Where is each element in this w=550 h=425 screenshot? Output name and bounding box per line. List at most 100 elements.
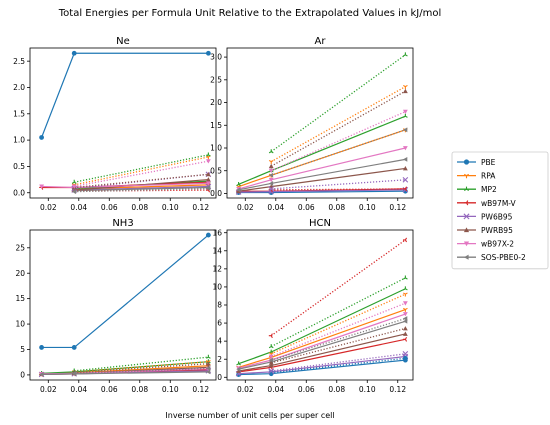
data-point-ar-pwrb95 bbox=[402, 88, 408, 94]
series-line-nh3-rpa-dotted bbox=[74, 361, 209, 373]
legend-marker-pbe bbox=[463, 159, 470, 165]
data-point-hcn-rpa bbox=[403, 307, 408, 312]
x-tick-label-hcn: 0.10 bbox=[359, 385, 376, 394]
legend-marker-sos-pbe0-2 bbox=[463, 254, 469, 260]
data-point-hcn-pw6b95 bbox=[402, 351, 409, 357]
x-tick-label-nh3: 0.06 bbox=[101, 385, 118, 394]
legend-label-wb97m-v: wB97M-V bbox=[481, 199, 517, 208]
subplot-nh3: NH3 0.02 0.04 0.06 0.08 0.10 0.12 0 5 10 15 20 25 bbox=[15, 218, 217, 394]
subplot-title-ne: Ne bbox=[116, 36, 130, 47]
series-line-ne-sos-pbe0-2-dotted bbox=[74, 187, 209, 193]
data-point-ar-mp2 bbox=[268, 149, 274, 154]
data-point-ar-pwrb95 bbox=[402, 166, 408, 171]
data-point-ar-sos-pbe0-2 bbox=[268, 181, 274, 186]
series-line-hcn-wb97x-2-dotted bbox=[270, 302, 406, 358]
data-point-hcn-pwrb95 bbox=[268, 360, 274, 365]
series-line-hcn-sos-pbe0-2-dotted bbox=[271, 317, 406, 361]
data-point-ar-pw6b95 bbox=[268, 186, 275, 192]
y-tick-label-hcn: 6 bbox=[217, 319, 222, 328]
x-tick-label-ar: 0.04 bbox=[267, 203, 284, 212]
subplot-title-hcn: HCN bbox=[309, 218, 331, 229]
y-tick-label-hcn: 0 bbox=[217, 373, 222, 382]
data-point-hcn-mp2 bbox=[236, 361, 241, 366]
subplot-ne: Ne 0.02 0.04 0.06 0.08 0.10 0.12 0.0 0.5 1.0 1.5 2.… bbox=[13, 36, 217, 212]
x-tick-label-ar: 0.10 bbox=[359, 203, 376, 212]
data-point-hcn-pwrb95 bbox=[402, 326, 408, 331]
y-tick-label-hcn: 10 bbox=[212, 283, 222, 292]
subplot-title-nh3: NH3 bbox=[112, 218, 133, 229]
data-point-hcn-pwrb95 bbox=[402, 331, 408, 336]
y-tick-label-hcn: 4 bbox=[217, 337, 222, 346]
series-line-ne-pw6b95-solid bbox=[74, 185, 209, 191]
data-point-ar-wb97m-v bbox=[402, 186, 408, 192]
data-point-ar-sos-pbe0-2 bbox=[236, 187, 241, 193]
data-point-ne-pbe bbox=[71, 50, 77, 56]
data-point-ar-wb97x-2 bbox=[402, 109, 408, 115]
series-line-ar-pwrb95-dotted bbox=[270, 90, 406, 167]
data-point-ne-sos-pbe0-2 bbox=[205, 186, 211, 191]
series-line-hcn-rpa-dotted bbox=[270, 293, 406, 355]
x-tick-label-hcn: 0.06 bbox=[298, 385, 315, 394]
series-line-ar-sos-pbe0-2-solid bbox=[238, 158, 406, 191]
data-point-ar-wb97x-2 bbox=[268, 168, 274, 174]
y-tick-label-nh3: 20 bbox=[15, 269, 25, 278]
y-tick-label-ar: 1.0 bbox=[210, 144, 222, 153]
data-point-hcn-pbe bbox=[402, 355, 408, 361]
series-line-ne-mp2-dotted bbox=[74, 154, 209, 183]
x-tick-label-ne: 0.08 bbox=[131, 203, 148, 212]
legend-marker-wb97x-2 bbox=[463, 241, 470, 247]
data-point-hcn-wb97x-2 bbox=[402, 312, 408, 317]
series-line-hcn-pwrb95-dotted bbox=[271, 327, 406, 364]
series-line-ar-mp2-dotted bbox=[270, 54, 406, 153]
x-tick-label-ar: 0.12 bbox=[389, 203, 406, 212]
legend-label-wb97x-2: wB97X-2 bbox=[481, 240, 514, 249]
y-tick-label-ne: 2.0 bbox=[13, 83, 25, 92]
y-tick-label-ne: 1.5 bbox=[13, 109, 25, 118]
x-tick-label-ne: 0.10 bbox=[162, 203, 179, 212]
data-point-ne-wb97x-2 bbox=[39, 184, 44, 189]
y-tick-label-nh3: 0 bbox=[20, 371, 25, 380]
legend-label-pw6b95: PW6B95 bbox=[481, 212, 513, 221]
legend-entry-pw6b95: PW6B95 bbox=[457, 212, 513, 221]
x-tick-label-ne: 0.12 bbox=[192, 203, 209, 212]
data-point-ar-sos-pbe0-2 bbox=[402, 127, 408, 133]
data-point-ar-wb97x-2 bbox=[268, 177, 274, 183]
data-point-ar-pw6b95 bbox=[402, 177, 409, 183]
x-tick-label-nh3: 0.02 bbox=[40, 385, 57, 394]
data-point-nh3-sos-pbe0-2 bbox=[205, 365, 211, 371]
x-tick-label-ne: 0.06 bbox=[101, 203, 118, 212]
data-point-ar-sos-pbe0-2 bbox=[402, 156, 408, 162]
y-tick-label-hcn: 12 bbox=[212, 264, 222, 273]
data-point-ne-pwrb95 bbox=[205, 177, 211, 182]
axes-frame-ar bbox=[226, 47, 414, 199]
series-line-nh3-pwrb95-dotted bbox=[74, 363, 209, 374]
data-point-hcn-wb97m-v bbox=[402, 237, 408, 243]
data-point-hcn-wb97m-v bbox=[402, 336, 408, 342]
data-point-ne-pbe bbox=[39, 135, 44, 140]
data-point-ne-pbe bbox=[205, 50, 211, 56]
subplot-hcn: HCN 0.02 0.04 0.06 0.08 0.10 0.12 0 2 4 6 8 10 12 14 16 bbox=[212, 218, 414, 394]
subplot-title-ar: Ar bbox=[315, 36, 327, 47]
data-point-ne-wb97x-2 bbox=[205, 159, 211, 164]
legend-marker-pw6b95 bbox=[463, 213, 470, 220]
x-tick-label-nh3: 0.10 bbox=[162, 385, 179, 394]
data-point-ar-rpa bbox=[268, 159, 274, 165]
y-tick-label-ar: 2.5 bbox=[210, 75, 222, 84]
legend-entry-wb97m-v: wB97M-V bbox=[457, 199, 517, 208]
y-tick-label-ne: 0.5 bbox=[13, 162, 25, 171]
legend-label-pwrb95: PWRB95 bbox=[481, 226, 513, 235]
data-point-ar-mp2 bbox=[236, 181, 241, 187]
data-point-ar-rpa bbox=[403, 84, 408, 90]
data-point-hcn-rpa bbox=[403, 292, 408, 297]
y-tick-label-hcn: 8 bbox=[217, 301, 222, 310]
figure-title: Total Energies per Formula Unit Relative… bbox=[58, 8, 441, 19]
data-point-nh3-pbe bbox=[71, 345, 77, 350]
data-point-hcn-pw6b95 bbox=[268, 368, 275, 374]
legend-marker-rpa bbox=[463, 173, 470, 179]
legend-marker-wb97m-v bbox=[463, 200, 469, 206]
y-tick-label-ne: 2.5 bbox=[13, 57, 25, 66]
legend: PBE RPA MP2 wB97M-V PW6B95 PWRB95 wB97X-2 SOS-P… bbox=[451, 151, 549, 270]
y-tick-label-hcn: 14 bbox=[212, 246, 222, 255]
y-tick-label-ne: 1.0 bbox=[13, 136, 25, 145]
